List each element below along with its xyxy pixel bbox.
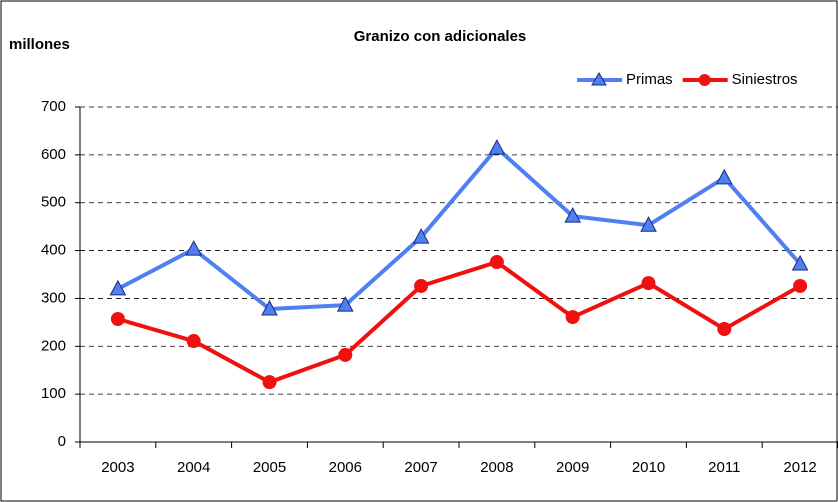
point	[640, 216, 657, 232]
x-tick-label: 2008	[480, 459, 513, 476]
x-tick-label: 2011	[708, 459, 740, 476]
x-tick-label: 2007	[404, 459, 437, 476]
y-tick-label: 400	[41, 242, 66, 259]
point	[185, 240, 203, 256]
y-axis-label: millones	[9, 36, 70, 53]
point	[336, 296, 354, 312]
x-tick-label: 2009	[556, 459, 589, 476]
legend-label: Siniestros	[732, 71, 798, 88]
series-line	[116, 146, 802, 311]
point	[564, 207, 582, 223]
point	[109, 279, 127, 296]
chart-title: Granizo con adicionales	[354, 28, 527, 45]
y-tick-label: 200	[41, 337, 66, 354]
point	[338, 347, 353, 362]
y-tick-label: 600	[41, 146, 66, 163]
y-tick-label: 500	[41, 194, 66, 211]
point	[488, 139, 506, 155]
point	[414, 278, 429, 293]
point	[791, 254, 809, 271]
point	[262, 375, 277, 390]
x-tick-label: 2004	[177, 459, 210, 476]
point	[793, 278, 808, 293]
point	[715, 168, 733, 185]
point	[641, 276, 656, 291]
point	[261, 299, 278, 316]
y-tick-label: 300	[41, 289, 66, 306]
y-tick-label: 100	[41, 385, 66, 402]
x-tick-label: 2006	[329, 459, 362, 476]
x-tick-label: 2010	[632, 459, 665, 476]
legend-label: Primas	[626, 71, 673, 88]
point	[110, 312, 125, 327]
point	[565, 310, 580, 325]
point	[186, 334, 201, 349]
legend-marker	[698, 74, 711, 86]
point	[489, 255, 504, 270]
point	[717, 322, 732, 337]
x-tick-label: 2012	[783, 459, 816, 476]
legend-marker	[591, 72, 607, 86]
y-tick-label: 0	[58, 433, 66, 450]
x-tick-label: 2005	[253, 459, 286, 476]
y-tick-label: 700	[41, 98, 66, 115]
series-line	[117, 260, 802, 385]
point	[412, 228, 430, 244]
x-tick-label: 2003	[101, 459, 134, 476]
